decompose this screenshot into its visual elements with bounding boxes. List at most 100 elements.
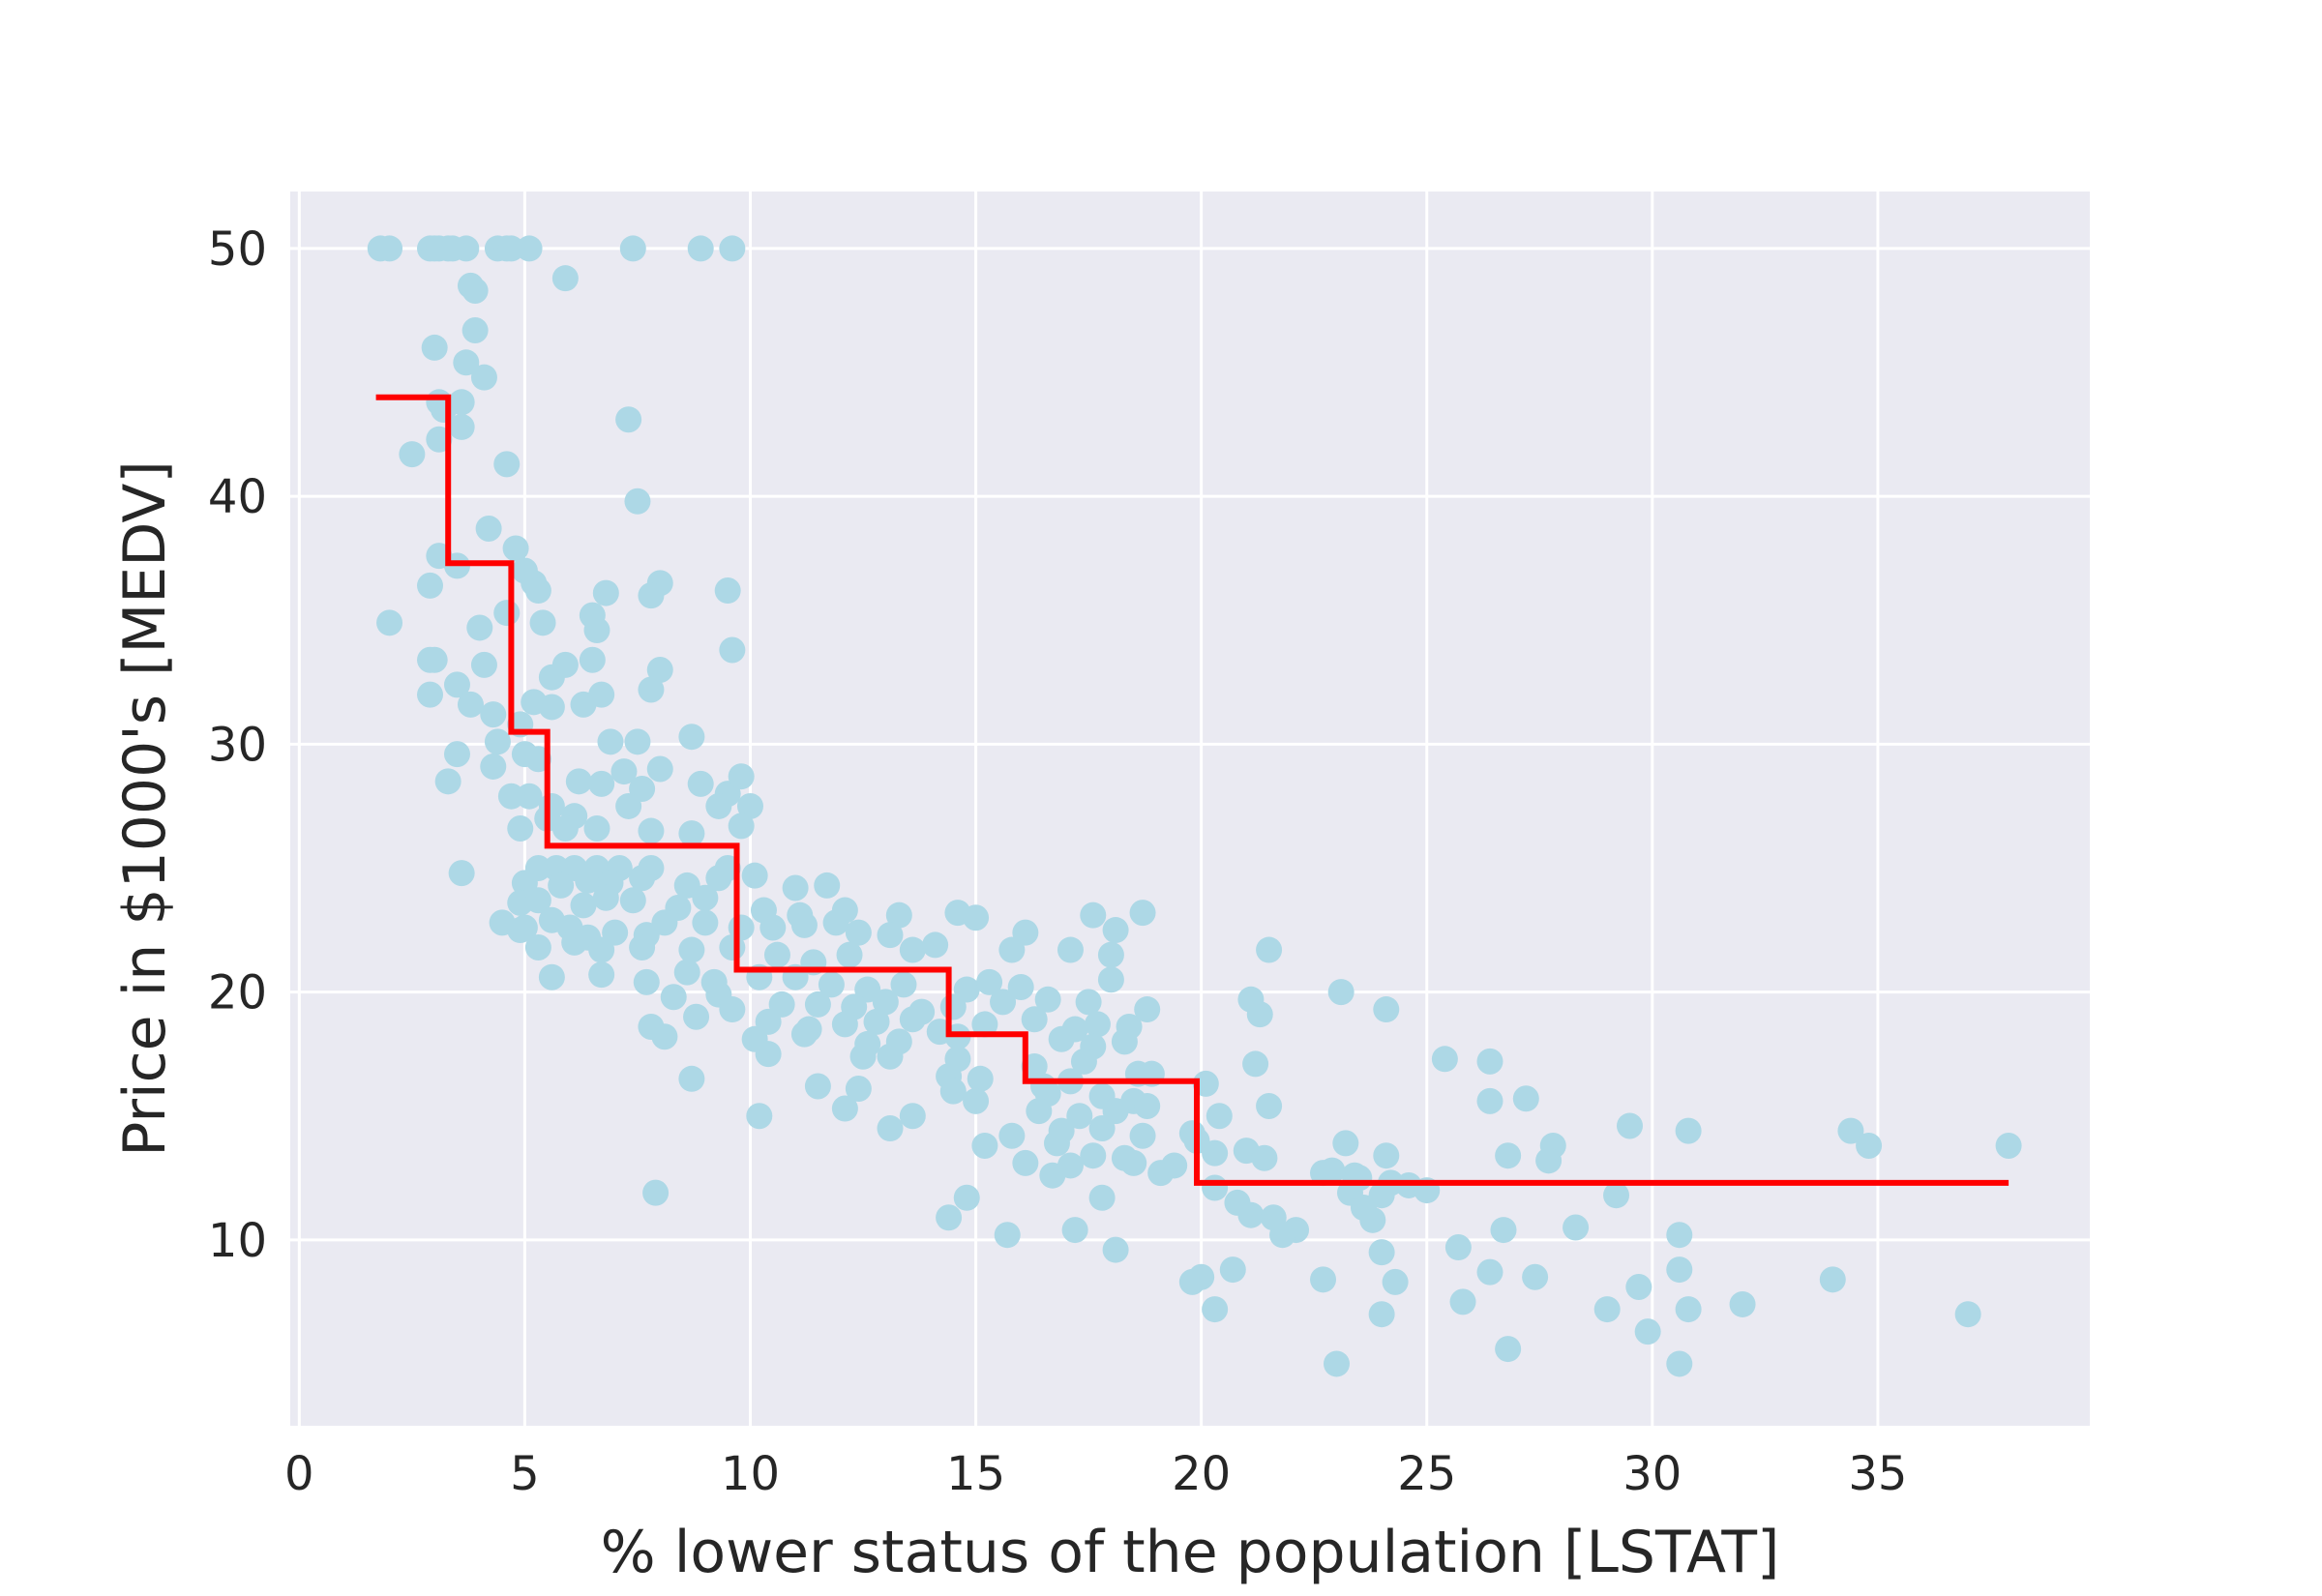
data-point — [1856, 1132, 1883, 1159]
data-point — [538, 664, 565, 691]
data-point — [877, 1115, 904, 1142]
data-point — [1206, 1103, 1233, 1130]
step-line-layer — [375, 394, 2009, 1186]
data-point — [1070, 1048, 1097, 1075]
data-point — [1593, 1296, 1621, 1323]
data-point — [963, 1087, 990, 1114]
data-point — [1097, 941, 1124, 968]
data-point — [885, 901, 912, 929]
data-point — [1449, 1288, 1476, 1315]
data-point — [1995, 1132, 2022, 1159]
data-point — [746, 1103, 773, 1130]
data-point — [1675, 1117, 1702, 1144]
data-point — [814, 872, 841, 899]
data-point — [899, 936, 926, 963]
data-point — [967, 1065, 994, 1092]
data-point — [1111, 1028, 1138, 1055]
data-point — [1625, 1274, 1652, 1301]
data-point — [592, 884, 619, 911]
data-point — [538, 963, 565, 990]
data-point — [759, 914, 787, 941]
data-point — [1368, 1301, 1395, 1328]
data-point — [728, 813, 755, 840]
data-point — [497, 783, 524, 810]
x-tick-label: 25 — [1397, 1447, 1456, 1501]
data-point — [1431, 1046, 1458, 1073]
data-point — [507, 814, 534, 842]
data-point — [845, 919, 872, 946]
data-point — [678, 936, 705, 963]
data-point — [1202, 1139, 1229, 1167]
data-point — [638, 676, 665, 703]
data-point — [610, 758, 638, 785]
data-point — [939, 993, 967, 1020]
data-point — [619, 235, 646, 262]
data-point — [1666, 1256, 1693, 1284]
data-point — [953, 1184, 980, 1211]
data-point — [998, 1122, 1026, 1149]
data-point — [687, 770, 714, 797]
data-point — [1666, 1350, 1693, 1377]
data-point — [705, 792, 732, 819]
data-point — [376, 609, 403, 636]
data-point — [1039, 1162, 1066, 1189]
data-point — [678, 724, 705, 751]
data-point — [633, 968, 660, 995]
data-point — [1102, 1236, 1129, 1263]
data-point — [538, 694, 565, 721]
data-point — [484, 728, 511, 755]
data-point — [1237, 1201, 1265, 1228]
data-point — [1246, 1001, 1273, 1028]
data-point — [461, 277, 489, 304]
data-point — [1954, 1301, 1981, 1328]
data-point — [877, 1043, 904, 1070]
data-point — [1188, 1263, 1215, 1290]
data-point — [872, 989, 899, 1016]
data-point — [719, 933, 746, 961]
x-tick-label: 30 — [1622, 1447, 1682, 1501]
data-point — [475, 515, 502, 542]
data-point — [624, 488, 651, 515]
data-point — [551, 265, 579, 292]
data-point — [790, 911, 818, 938]
y-tick-label: 10 — [208, 1214, 267, 1268]
data-point — [1495, 1142, 1522, 1169]
data-point — [1634, 1318, 1661, 1345]
data-point — [1819, 1266, 1846, 1293]
data-point — [638, 817, 665, 844]
data-point — [692, 884, 719, 911]
data-point — [1102, 917, 1129, 944]
data-point — [1057, 936, 1084, 963]
data-point — [1034, 986, 1061, 1013]
data-point — [922, 931, 949, 959]
data-point — [448, 413, 475, 440]
data-point — [822, 909, 849, 936]
x-tick-label: 15 — [946, 1447, 1005, 1501]
data-point — [683, 1003, 710, 1030]
data-point — [583, 814, 610, 842]
data-point — [619, 887, 646, 914]
x-tick-label: 0 — [284, 1447, 314, 1501]
data-point — [719, 996, 746, 1023]
data-point — [1256, 1092, 1283, 1119]
data-point — [448, 860, 475, 887]
data-point — [502, 535, 529, 562]
data-point — [1603, 1182, 1630, 1209]
data-point — [899, 1103, 926, 1130]
data-point — [660, 984, 687, 1011]
data-point — [1324, 1350, 1351, 1377]
data-point — [548, 872, 575, 899]
data-point — [1202, 1174, 1229, 1201]
data-point — [741, 862, 768, 889]
data-point — [1084, 1011, 1111, 1038]
data-point — [1088, 1184, 1116, 1211]
data-point — [457, 691, 484, 718]
data-point — [1373, 1142, 1400, 1169]
data-point — [551, 814, 579, 842]
data-point — [461, 316, 489, 343]
data-point — [579, 646, 606, 673]
data-point — [638, 582, 665, 609]
data-point — [1373, 996, 1400, 1023]
data-point — [470, 364, 497, 391]
data-point — [678, 1065, 705, 1092]
